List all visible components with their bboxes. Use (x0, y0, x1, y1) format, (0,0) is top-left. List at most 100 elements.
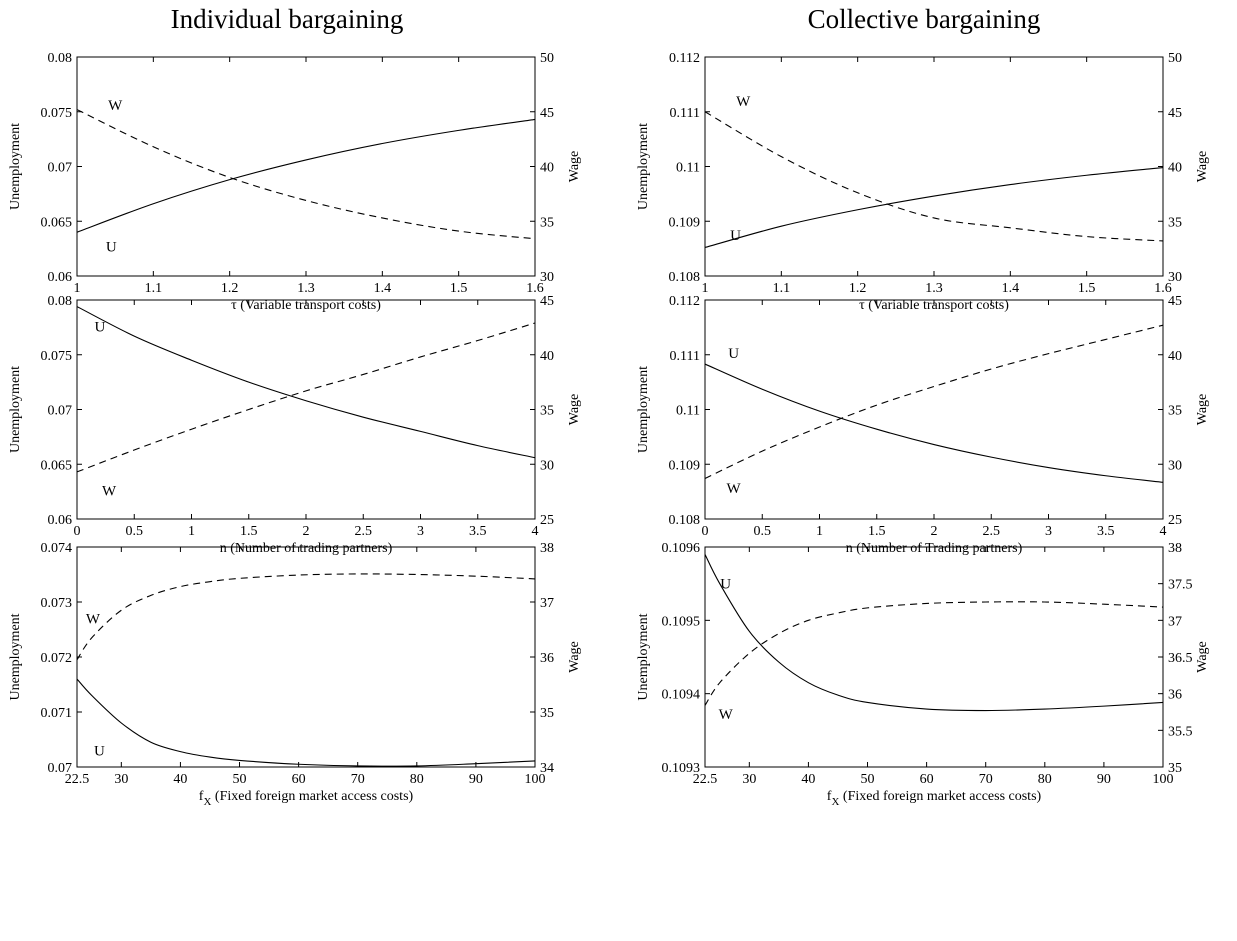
x-tick-label: 0.5 (754, 524, 772, 539)
curve-label-w: W (108, 98, 123, 114)
y-right-tick-label: 36 (1168, 688, 1182, 703)
y-left-tick-label: 0.109 (669, 458, 701, 473)
y-left-tick-label: 0.065 (41, 458, 73, 473)
y-right-tick-label: 45 (1168, 106, 1182, 121)
y-right-tick-label: 40 (1168, 161, 1182, 176)
x-tick-label: 1.6 (1154, 281, 1172, 296)
x-tick-label: 40 (801, 772, 815, 787)
curve-label-u: U (106, 239, 117, 255)
x-tick-label: 1.5 (868, 524, 886, 539)
y-left-tick-label: 0.07 (48, 404, 73, 419)
curve-label-w: W (736, 94, 751, 110)
curve-label-u: U (730, 228, 741, 244)
series-line-w (704, 111, 1164, 242)
x-tick-label: 1 (188, 524, 195, 539)
x-tick-label: 1.1 (773, 281, 791, 296)
x-tick-label: 80 (1038, 772, 1052, 787)
series-line-w (76, 573, 536, 661)
y-left-tick-label: 0.08 (48, 51, 73, 66)
y-left-tick-label: 0.112 (669, 294, 700, 309)
x-axis-label: fX (Fixed foreign market access costs) (199, 789, 414, 808)
y-right-tick-label: 35 (540, 404, 554, 419)
y-right-tick-label: 35 (1168, 215, 1182, 230)
y-right-axis-label: Wage (567, 394, 582, 426)
y-left-tick-label: 0.112 (669, 51, 700, 66)
y-left-axis-label: Unemployment (636, 366, 651, 453)
x-tick-label: 1.2 (221, 281, 239, 296)
x-tick-label: 3 (417, 524, 424, 539)
y-right-tick-label: 45 (540, 106, 554, 121)
curve-label-u: U (728, 346, 739, 362)
x-tick-label: 1.5 (240, 524, 258, 539)
curve-label-u: U (94, 744, 105, 760)
series-line-u (704, 363, 1164, 483)
series-line-u (76, 678, 536, 767)
y-left-tick-label: 0.11 (676, 404, 700, 419)
y-left-axis-label: Unemployment (636, 613, 651, 700)
x-tick-label: 1.2 (849, 281, 867, 296)
x-tick-label: 1 (74, 281, 81, 296)
x-tick-label: 1.5 (450, 281, 468, 296)
y-left-axis-label: Unemployment (8, 123, 23, 210)
x-tick-label: 22.5 (65, 772, 90, 787)
column-title-collective: Collective bargaining (808, 4, 1041, 34)
y-left-tick-label: 0.111 (670, 106, 700, 121)
y-right-tick-label: 40 (540, 349, 554, 364)
y-left-tick-label: 0.075 (41, 106, 73, 121)
y-right-tick-label: 35 (1168, 761, 1182, 776)
y-right-tick-label: 38 (540, 541, 554, 556)
y-right-axis-label: Wage (1195, 151, 1210, 183)
x-tick-label: 70 (979, 772, 993, 787)
y-right-tick-label: 50 (540, 51, 554, 66)
x-tick-label: 3.5 (469, 524, 487, 539)
y-left-tick-label: 0.1095 (662, 614, 701, 629)
y-right-tick-label: 45 (1168, 294, 1182, 309)
y-right-tick-label: 25 (540, 513, 554, 528)
y-right-tick-label: 30 (540, 458, 554, 473)
x-tick-label: 50 (233, 772, 247, 787)
x-tick-label: 80 (410, 772, 424, 787)
x-tick-label: 2 (931, 524, 938, 539)
x-tick-label: 90 (1097, 772, 1111, 787)
y-left-tick-label: 0.1093 (662, 761, 701, 776)
y-right-tick-label: 30 (1168, 458, 1182, 473)
y-right-tick-label: 40 (1168, 349, 1182, 364)
x-tick-label: 60 (920, 772, 934, 787)
y-right-tick-label: 30 (540, 270, 554, 285)
y-left-tick-label: 0.071 (41, 706, 73, 721)
x-tick-label: 1.3 (297, 281, 315, 296)
y-left-tick-label: 0.072 (41, 651, 73, 666)
x-tick-label: 0.5 (126, 524, 144, 539)
x-tick-label: 3.5 (1097, 524, 1115, 539)
y-left-tick-label: 0.11 (676, 161, 700, 176)
curve-label-u: U (720, 577, 731, 593)
y-right-tick-label: 36 (540, 651, 554, 666)
y-left-tick-label: 0.08 (48, 294, 73, 309)
y-left-tick-label: 0.07 (48, 761, 73, 776)
x-tick-label: 22.5 (693, 772, 718, 787)
x-tick-label: 2.5 (983, 524, 1001, 539)
x-tick-label: 1.6 (526, 281, 544, 296)
y-right-tick-label: 30 (1168, 270, 1182, 285)
y-left-tick-label: 0.111 (670, 349, 700, 364)
series-line-w (76, 109, 536, 240)
x-tick-label: 3 (1045, 524, 1052, 539)
series-line-u (704, 167, 1164, 249)
x-tick-label: 2 (303, 524, 310, 539)
plot-frame (704, 299, 1164, 520)
y-left-tick-label: 0.07 (48, 161, 73, 176)
x-tick-label: 0 (74, 524, 81, 539)
y-right-axis-label: Wage (567, 151, 582, 183)
y-left-tick-label: 0.065 (41, 215, 73, 230)
curve-label-w: W (719, 707, 734, 723)
y-left-tick-label: 0.06 (48, 513, 73, 528)
x-tick-label: 90 (469, 772, 483, 787)
x-tick-label: 4 (1160, 524, 1167, 539)
x-tick-label: 1.4 (374, 281, 392, 296)
y-right-tick-label: 45 (540, 294, 554, 309)
x-tick-label: 30 (114, 772, 128, 787)
y-left-tick-label: 0.108 (669, 513, 701, 528)
y-left-axis-label: Unemployment (8, 613, 23, 700)
y-left-axis-label: Unemployment (8, 366, 23, 453)
